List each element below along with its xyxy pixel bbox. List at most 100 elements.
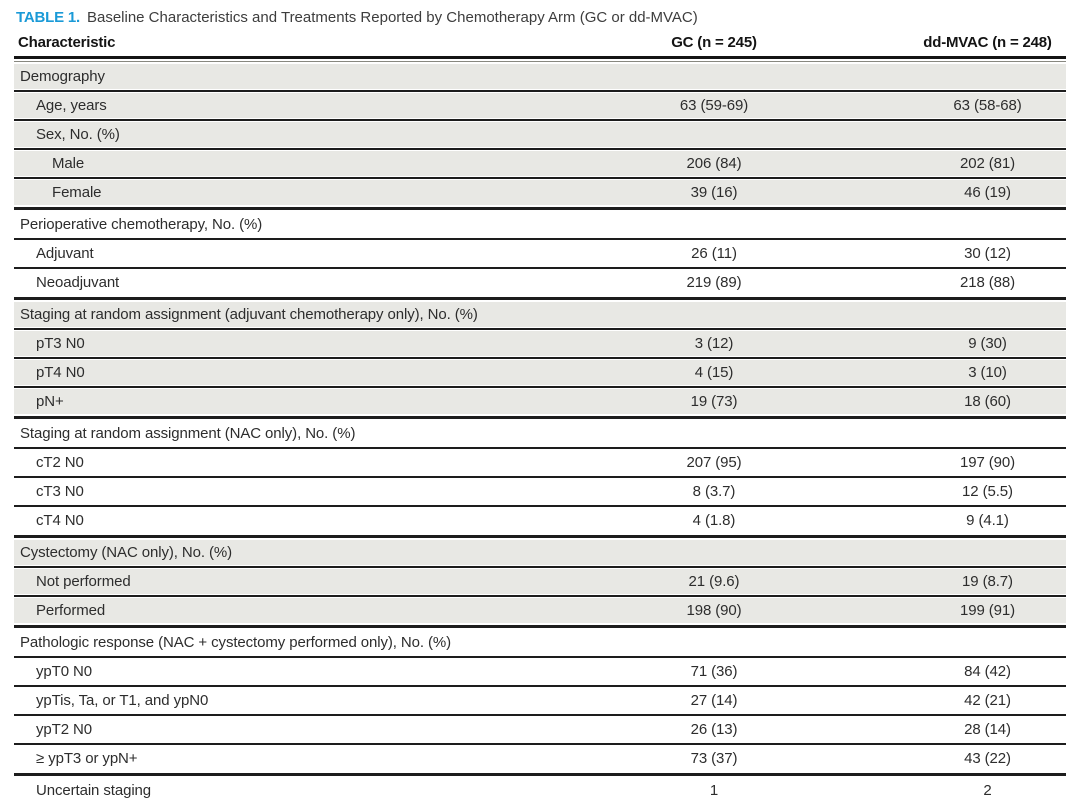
row-divider xyxy=(14,447,1066,449)
table-row: Female 39 (16) 46 (19) xyxy=(14,180,1066,205)
table-row: pT4 N0 4 (15) 3 (10) xyxy=(14,360,1066,385)
table-row: pN+ 19 (73) 18 (60) xyxy=(14,389,1066,414)
column-header-ddmvac-arm: dd-MVAC (n = 248) xyxy=(923,34,1052,51)
row-ddmvac-value: 197 (90) xyxy=(959,454,1016,471)
table-body: Demography Age, years 63 (59-69) 63 (58-… xyxy=(14,64,1066,801)
row-divider xyxy=(14,505,1066,507)
row-ddmvac-value: 18 (60) xyxy=(964,393,1011,410)
row-ddmvac-value: 46 (19) xyxy=(964,184,1011,201)
row-divider xyxy=(14,714,1066,716)
row-divider xyxy=(14,328,1066,330)
row-gc-value: 63 (59-69) xyxy=(679,97,749,114)
row-characteristic-label: cT4 N0 xyxy=(36,512,84,529)
row-divider xyxy=(14,267,1066,269)
row-ddmvac-value: 202 (81) xyxy=(959,155,1016,172)
row-characteristic-label: Performed xyxy=(36,602,106,619)
row-divider xyxy=(14,656,1066,658)
row-ddmvac-value: 9 (30) xyxy=(968,335,1007,352)
row-gc-value: 71 (36) xyxy=(690,663,738,680)
row-divider xyxy=(14,90,1066,92)
row-gc-value: 27 (14) xyxy=(690,692,738,709)
table-row: ypT2 N0 26 (13) 28 (14) xyxy=(14,717,1066,742)
row-gc-value: 8 (3.7) xyxy=(692,483,736,500)
row-characteristic-label: Pathologic response (NAC + cystectomy pe… xyxy=(20,634,452,651)
table-row: Uncertain staging 1 2 xyxy=(14,778,1066,801)
row-gc-value: 206 (84) xyxy=(686,155,742,172)
table-row: Demography xyxy=(14,64,1066,89)
row-gc-value: 26 (11) xyxy=(691,245,737,262)
row-divider xyxy=(14,476,1066,478)
row-gc-value: 4 (1.8) xyxy=(692,512,736,529)
row-characteristic-label: pT3 N0 xyxy=(36,335,85,352)
table-row: Cystectomy (NAC only), No. (%) xyxy=(14,540,1066,565)
row-divider xyxy=(14,119,1066,121)
row-divider xyxy=(14,416,1066,419)
row-divider xyxy=(14,595,1066,597)
row-gc-value: 21 (9.6) xyxy=(688,573,740,590)
row-ddmvac-value: 63 (58-68) xyxy=(953,97,1022,114)
row-gc-value: 219 (89) xyxy=(686,274,742,291)
row-gc-value: 26 (13) xyxy=(690,721,738,738)
table-row: Perioperative chemotherapy, No. (%) xyxy=(14,212,1066,237)
table-row: Sex, No. (%) xyxy=(14,122,1066,147)
row-divider xyxy=(14,773,1066,776)
column-header-gc-arm: GC (n = 245) xyxy=(671,34,757,51)
table-row: Pathologic response (NAC + cystectomy pe… xyxy=(14,630,1066,655)
row-characteristic-label: Age, years xyxy=(36,97,107,114)
row-ddmvac-value: 19 (8.7) xyxy=(962,573,1013,590)
table-row: Staging at random assignment (adjuvant c… xyxy=(14,302,1066,327)
row-characteristic-label: Not performed xyxy=(36,573,131,590)
table-header-row: Characteristic GC (n = 245) dd-MVAC (n =… xyxy=(14,32,1066,56)
row-divider xyxy=(14,148,1066,150)
table-row: Performed 198 (90) 199 (91) xyxy=(14,598,1066,623)
row-ddmvac-value: 43 (22) xyxy=(964,750,1011,767)
table-row: cT4 N0 4 (1.8) 9 (4.1) xyxy=(14,508,1066,533)
row-characteristic-label: Demography xyxy=(20,68,105,85)
table-row: ≥ ypT3 or ypN+ 73 (37) 43 (22) xyxy=(14,746,1066,771)
row-divider xyxy=(14,177,1066,179)
table-row: Neoadjuvant 219 (89) 218 (88) xyxy=(14,270,1066,295)
table-row: Not performed 21 (9.6) 19 (8.7) xyxy=(14,569,1066,594)
table-caption-text: Baseline Characteristics and Treatments … xyxy=(86,9,698,26)
row-ddmvac-value: 9 (4.1) xyxy=(966,512,1009,529)
row-characteristic-label: pT4 N0 xyxy=(36,364,85,381)
row-gc-value: 1 xyxy=(709,782,719,799)
row-ddmvac-value: 12 (5.5) xyxy=(962,483,1013,500)
row-ddmvac-value: 28 (14) xyxy=(964,721,1011,738)
row-gc-value: 3 (12) xyxy=(694,335,734,352)
row-divider xyxy=(14,238,1066,240)
column-header-characteristic: Characteristic xyxy=(18,34,116,51)
row-divider xyxy=(14,625,1066,628)
row-characteristic-label: Neoadjuvant xyxy=(36,274,120,291)
row-divider xyxy=(14,207,1066,210)
row-characteristic-label: Male xyxy=(52,155,85,172)
table-row: Staging at random assignment (NAC only),… xyxy=(14,421,1066,446)
row-gc-value: 19 (73) xyxy=(690,393,738,410)
row-gc-value: 198 (90) xyxy=(686,602,742,619)
row-characteristic-label: pN+ xyxy=(36,393,64,410)
row-divider xyxy=(14,297,1066,300)
header-rule xyxy=(14,56,1066,62)
row-characteristic-label: Sex, No. (%) xyxy=(36,126,120,143)
row-ddmvac-value: 84 (42) xyxy=(964,663,1011,680)
row-ddmvac-value: 3 (10) xyxy=(968,364,1007,381)
table-row: Male 206 (84) 202 (81) xyxy=(14,151,1066,176)
row-divider xyxy=(14,357,1066,359)
row-characteristic-label: Cystectomy (NAC only), No. (%) xyxy=(20,544,233,561)
row-characteristic-label: Female xyxy=(52,184,102,201)
table-row: ypT0 N0 71 (36) 84 (42) xyxy=(14,659,1066,684)
row-characteristic-label: ypT2 N0 xyxy=(36,721,92,738)
row-divider xyxy=(14,743,1066,745)
table-caption: TABLE 1. Baseline Characteristics and Tre… xyxy=(14,6,1066,32)
row-divider xyxy=(14,685,1066,687)
row-characteristic-label: ypT0 N0 xyxy=(36,663,92,680)
row-characteristic-label: ≥ ypT3 or ypN+ xyxy=(36,750,138,767)
row-characteristic-label: ypTis, Ta, or T1, and ypN0 xyxy=(36,692,209,709)
row-characteristic-label: cT3 N0 xyxy=(36,483,84,500)
table-row: ypTis, Ta, or T1, and ypN0 27 (14) 42 (2… xyxy=(14,688,1066,713)
row-characteristic-label: Uncertain staging xyxy=(36,782,152,799)
table-row: Adjuvant 26 (11) 30 (12) xyxy=(14,241,1066,266)
row-ddmvac-value: 218 (88) xyxy=(959,274,1016,291)
row-divider xyxy=(14,386,1066,388)
